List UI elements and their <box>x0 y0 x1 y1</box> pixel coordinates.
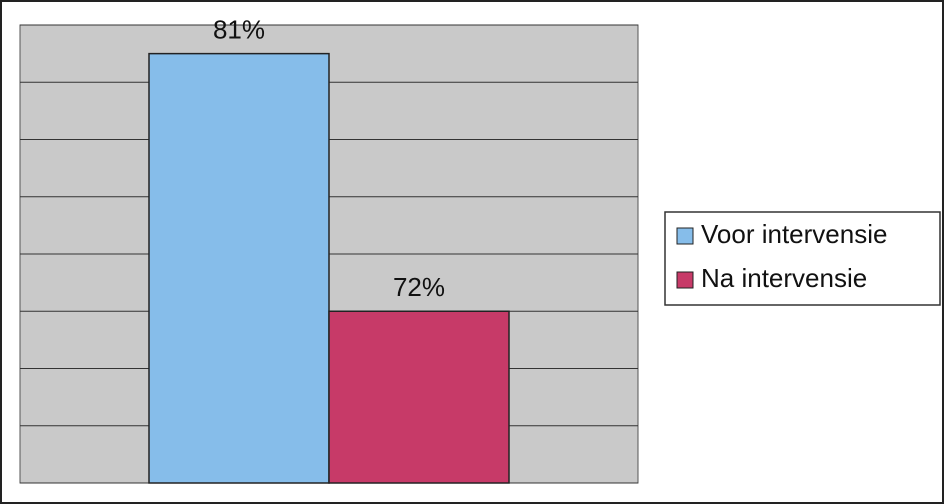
legend-label: Na intervensie <box>701 263 867 293</box>
legend-box <box>664 211 941 306</box>
legend-label: Voor intervensie <box>701 219 887 249</box>
value-label: 72% <box>393 272 445 302</box>
value-label: 81% <box>213 15 265 45</box>
legend-swatch <box>676 271 694 289</box>
bar <box>328 310 510 484</box>
bar <box>148 52 330 484</box>
legend-swatch <box>676 227 694 245</box>
